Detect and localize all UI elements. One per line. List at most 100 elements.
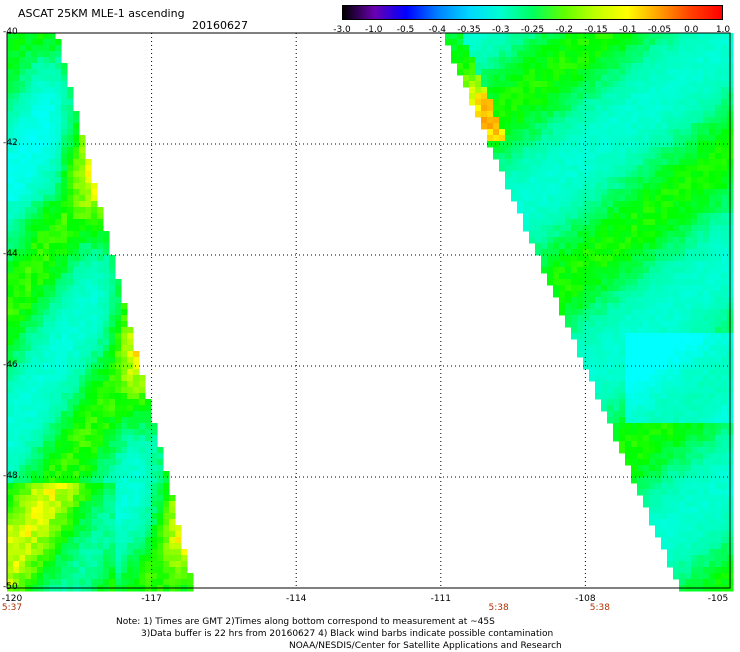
swath-pixel bbox=[475, 93, 482, 100]
swath-pixel bbox=[13, 255, 20, 262]
swath-pixel bbox=[619, 99, 626, 106]
swath-pixel bbox=[649, 33, 656, 40]
swath-pixel bbox=[49, 513, 56, 520]
swath-pixel bbox=[493, 105, 500, 112]
swath-pixel bbox=[595, 273, 602, 280]
swath-pixel bbox=[625, 381, 632, 388]
swath-pixel bbox=[541, 261, 548, 268]
swath-pixel bbox=[97, 375, 104, 382]
swath-pixel bbox=[697, 315, 704, 322]
swath-pixel bbox=[37, 189, 44, 196]
swath-pixel bbox=[475, 51, 482, 58]
swath-pixel bbox=[685, 171, 692, 178]
swath-pixel bbox=[685, 255, 692, 262]
swath-pixel bbox=[673, 39, 680, 46]
swath-pixel bbox=[85, 525, 92, 532]
swath-pixel bbox=[667, 135, 674, 142]
swath-pixel bbox=[679, 69, 686, 76]
swath-pixel bbox=[91, 303, 98, 310]
swath-pixel bbox=[565, 183, 572, 190]
swath-pixel bbox=[7, 33, 14, 40]
swath-pixel bbox=[145, 507, 152, 514]
swath-pixel bbox=[667, 561, 674, 568]
swath-pixel bbox=[121, 531, 128, 538]
swath-pixel bbox=[67, 111, 74, 118]
swath-pixel bbox=[691, 273, 698, 280]
swath-pixel bbox=[625, 351, 632, 358]
swath-pixel bbox=[187, 579, 194, 586]
swath-pixel bbox=[595, 381, 602, 388]
swath-pixel bbox=[499, 141, 506, 148]
swath-pixel bbox=[721, 309, 728, 316]
swath-pixel bbox=[523, 183, 530, 190]
swath-pixel bbox=[715, 117, 722, 124]
swath-pixel bbox=[559, 81, 566, 88]
swath-pixel bbox=[655, 57, 662, 64]
swath-pixel bbox=[85, 411, 92, 418]
swath-pixel bbox=[715, 279, 722, 286]
swath-pixel bbox=[31, 339, 38, 346]
swath-pixel bbox=[151, 495, 158, 502]
swath-pixel bbox=[55, 465, 62, 472]
swath-pixel bbox=[679, 291, 686, 298]
swath-pixel bbox=[115, 429, 122, 436]
swath-pixel bbox=[61, 339, 68, 346]
swath-pixel bbox=[67, 315, 74, 322]
swath-pixel bbox=[31, 291, 38, 298]
swath-pixel bbox=[721, 177, 728, 184]
swath-pixel bbox=[133, 441, 140, 448]
swath-pixel bbox=[619, 327, 626, 334]
swath-pixel bbox=[697, 363, 704, 370]
swath-pixel bbox=[685, 303, 692, 310]
swath-pixel bbox=[565, 165, 572, 172]
swath-pixel bbox=[523, 45, 530, 52]
swath-pixel bbox=[595, 171, 602, 178]
swath-pixel bbox=[7, 411, 14, 418]
swath-pixel bbox=[601, 207, 608, 214]
swath-pixel bbox=[619, 153, 626, 160]
swath-pixel bbox=[61, 267, 68, 274]
swath-pixel bbox=[673, 573, 680, 580]
swath-pixel bbox=[79, 441, 86, 448]
swath-pixel bbox=[637, 405, 644, 412]
swath-pixel bbox=[619, 237, 626, 244]
swath-pixel bbox=[673, 135, 680, 142]
swath-pixel bbox=[607, 117, 614, 124]
swath-pixel bbox=[619, 441, 626, 448]
swath-pixel bbox=[7, 495, 14, 502]
swath-pixel bbox=[157, 453, 164, 460]
swath-pixel bbox=[607, 39, 614, 46]
swath-pixel bbox=[655, 339, 662, 346]
swath-pixel bbox=[157, 477, 164, 484]
swath-pixel bbox=[673, 345, 680, 352]
swath-pixel bbox=[625, 99, 632, 106]
swath-pixel bbox=[13, 39, 20, 46]
swath-pixel bbox=[523, 93, 530, 100]
swath-pixel bbox=[109, 387, 116, 394]
swath-pixel bbox=[55, 393, 62, 400]
swath-pixel bbox=[715, 267, 722, 274]
swath-pixel bbox=[13, 81, 20, 88]
swath-pixel bbox=[55, 75, 62, 82]
swath-pixel bbox=[667, 321, 674, 328]
swath-pixel bbox=[625, 375, 632, 382]
swath-pixel bbox=[565, 63, 572, 70]
swath-pixel bbox=[715, 387, 722, 394]
swath-pixel bbox=[601, 327, 608, 334]
swath-pixel bbox=[673, 63, 680, 70]
swath-pixel bbox=[535, 75, 542, 82]
swath-pixel bbox=[679, 117, 686, 124]
swath-pixel bbox=[637, 279, 644, 286]
swath-pixel bbox=[625, 267, 632, 274]
swath-pixel bbox=[661, 39, 668, 46]
swath-pixel bbox=[115, 531, 122, 538]
swath-pixel bbox=[43, 63, 50, 70]
swath-pixel bbox=[121, 519, 128, 526]
swath-pixel bbox=[595, 123, 602, 130]
swath-pixel bbox=[673, 57, 680, 64]
swath-pixel bbox=[61, 309, 68, 316]
swath-pixel bbox=[607, 411, 614, 418]
swath-pixel bbox=[121, 417, 128, 424]
swath-pixel bbox=[493, 57, 500, 64]
swath-pixel bbox=[559, 303, 566, 310]
